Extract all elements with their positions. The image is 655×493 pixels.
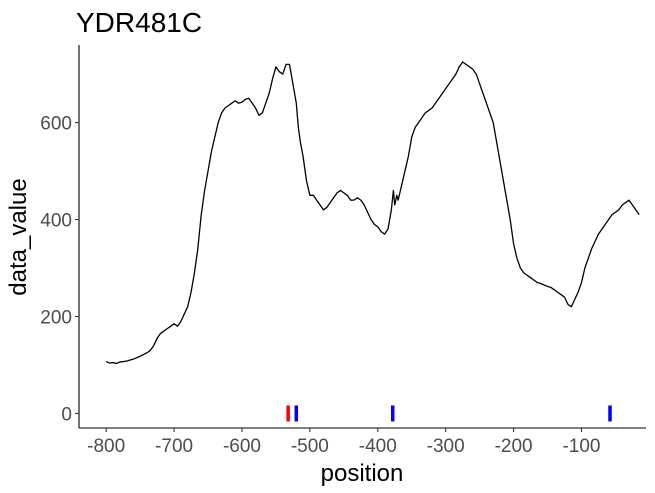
y-tick-label: 400 (40, 211, 72, 232)
series-line (105, 61, 640, 365)
x-tick-label: -300 (427, 436, 465, 457)
y-tick-label: 200 (40, 307, 72, 328)
y-tick-label: 600 (40, 114, 72, 135)
x-tick-label: -800 (87, 436, 125, 457)
x-axis-title: position (321, 460, 404, 487)
position-markers (286, 405, 612, 422)
x-tick-label: -400 (359, 436, 397, 457)
x-tick-label: -600 (223, 436, 261, 457)
y-axis: 0 200 400 600 (40, 45, 80, 428)
chart-title: YDR481C (76, 7, 202, 38)
x-tick-label: -200 (495, 436, 533, 457)
x-axis: -800 -700 -600 -500 -400 -300 -200 -100 (79, 427, 646, 457)
x-tick-label: -100 (562, 436, 600, 457)
x-tick-label: -700 (155, 436, 193, 457)
y-tick-label: 0 (61, 404, 72, 425)
x-tick-label: -500 (291, 436, 329, 457)
y-axis-title: data_value (5, 178, 32, 295)
